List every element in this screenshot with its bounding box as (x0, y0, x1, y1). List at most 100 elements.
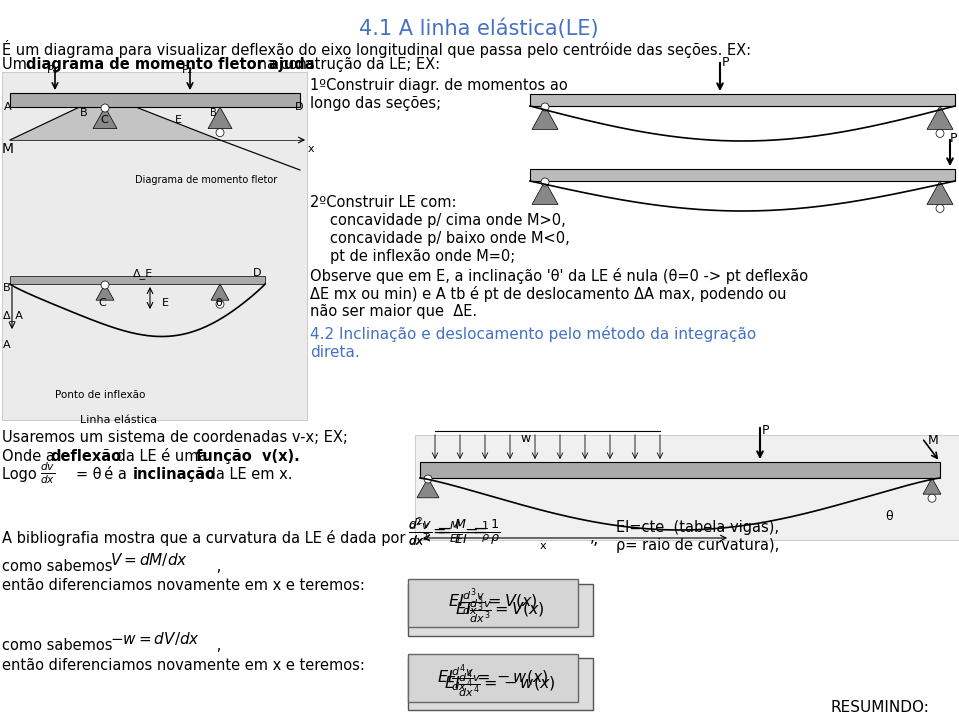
Text: $EI\frac{d^4v}{dx^4}=-w(x)$: $EI\frac{d^4v}{dx^4}=-w(x)$ (437, 662, 549, 694)
Text: longo das seções;: longo das seções; (310, 96, 441, 111)
Text: inclinação: inclinação (133, 467, 216, 482)
Text: D: D (295, 102, 303, 112)
Text: B: B (80, 108, 87, 118)
Text: $\frac{d^2v}{dx^2}=\frac{M}{EI}=\frac{1}{\rho}$: $\frac{d^2v}{dx^2}=\frac{M}{EI}=\frac{1}… (408, 516, 491, 548)
Text: w: w (520, 432, 530, 445)
Polygon shape (927, 106, 953, 130)
Text: ,: , (590, 530, 595, 545)
Text: = θ: = θ (76, 467, 102, 482)
Bar (10, 93, 300, 107)
Bar (530, 94, 955, 106)
Text: da LE em x.: da LE em x. (202, 467, 292, 482)
Circle shape (101, 104, 109, 112)
Text: A bibliografia mostra que a curvatura da LE é dada por: A bibliografia mostra que a curvatura da… (2, 530, 406, 546)
Text: D: D (253, 268, 262, 278)
Text: não ser maior que  ΔE.: não ser maior que ΔE. (310, 304, 478, 319)
Text: É um diagrama para visualizar deflexão do eixo longitudinal que passa pelo centr: É um diagrama para visualizar deflexão d… (2, 40, 751, 58)
Text: Usaremos um sistema de coordenadas v-x; EX;: Usaremos um sistema de coordenadas v-x; … (2, 430, 348, 445)
Circle shape (541, 178, 549, 186)
Text: como sabemos: como sabemos (2, 559, 117, 574)
Text: C: C (98, 298, 105, 308)
Text: como sabemos: como sabemos (2, 638, 117, 653)
Circle shape (936, 204, 944, 213)
Text: direta.: direta. (310, 345, 360, 360)
Text: C: C (100, 115, 107, 125)
Text: E: E (175, 115, 182, 125)
Text: Logo: Logo (2, 467, 41, 482)
Bar (408, 654, 578, 702)
Text: ρ= raio de curvatura),: ρ= raio de curvatura), (616, 538, 780, 553)
Circle shape (216, 129, 224, 137)
Text: 4.2 Inclinação e deslocamento pelo método da integração: 4.2 Inclinação e deslocamento pelo métod… (310, 326, 757, 342)
Text: x: x (540, 541, 547, 551)
Text: $EI\frac{d^3v}{dx^3}=V(x)$: $EI\frac{d^3v}{dx^3}=V(x)$ (456, 594, 545, 626)
Circle shape (424, 475, 432, 483)
Text: $\frac{d^2v}{dx^2}=\frac{M}{EI}=\frac{1}{\rho}$: $\frac{d^2v}{dx^2}=\frac{M}{EI}=\frac{1}… (408, 516, 501, 549)
Text: concavidade p/ cima onde M>0,: concavidade p/ cima onde M>0, (330, 213, 566, 228)
Text: pt de inflexão onde M=0;: pt de inflexão onde M=0; (330, 249, 515, 264)
Text: 4.1 A linha elástica(LE): 4.1 A linha elástica(LE) (360, 18, 598, 39)
Text: é a: é a (95, 467, 131, 482)
Text: concavidade p/ baixo onde M<0,: concavidade p/ baixo onde M<0, (330, 231, 570, 246)
Bar (2, 72, 307, 420)
Polygon shape (923, 478, 941, 494)
Text: P: P (950, 132, 957, 145)
Text: Onde a: Onde a (2, 449, 59, 464)
Text: então diferenciamos novamente em x e teremos:: então diferenciamos novamente em x e ter… (2, 658, 364, 673)
Text: Um: Um (2, 57, 32, 72)
Bar (420, 462, 940, 478)
Text: então diferenciamos novamente em x e teremos:: então diferenciamos novamente em x e ter… (2, 578, 364, 593)
Circle shape (928, 494, 936, 502)
Text: ,: , (212, 559, 222, 574)
Text: M: M (2, 142, 14, 156)
Text: Δ_A: Δ_A (3, 310, 24, 321)
Text: Δ_E: Δ_E (133, 268, 153, 279)
Text: 2ºConstruir LE com:: 2ºConstruir LE com: (310, 195, 456, 210)
Text: ,: , (212, 638, 222, 653)
Bar (408, 584, 593, 636)
Polygon shape (10, 95, 220, 140)
Text: Observe que em E, a inclinação 'θ' da LE é nula (θ=0 -> pt deflexão: Observe que em E, a inclinação 'θ' da LE… (310, 268, 808, 284)
Polygon shape (927, 181, 953, 204)
Text: θ: θ (215, 298, 222, 308)
Text: A: A (4, 102, 12, 112)
Circle shape (101, 281, 109, 289)
Text: na construção da LE; EX:: na construção da LE; EX: (253, 57, 440, 72)
Text: da LE é uma: da LE é uma (112, 449, 212, 464)
Polygon shape (220, 140, 300, 170)
Bar (530, 169, 955, 181)
Text: E: E (162, 298, 169, 308)
Text: $-w=dV/dx$: $-w=dV/dx$ (110, 630, 200, 647)
Text: ,: , (593, 530, 598, 548)
Text: P: P (762, 424, 769, 437)
Text: θ: θ (885, 510, 893, 523)
Text: função  v(x).: função v(x). (196, 449, 300, 464)
Bar (408, 579, 578, 627)
Bar (408, 658, 593, 710)
Polygon shape (532, 106, 558, 130)
Text: deflexão: deflexão (50, 449, 121, 464)
Text: $\frac{dv}{dx}$: $\frac{dv}{dx}$ (40, 460, 56, 485)
Circle shape (936, 130, 944, 137)
Polygon shape (532, 181, 558, 204)
Text: B: B (210, 108, 217, 118)
Text: $EI\frac{d^4v}{dx^4}=-w(x)$: $EI\frac{d^4v}{dx^4}=-w(x)$ (444, 668, 556, 700)
Text: P₂: P₂ (182, 65, 194, 75)
Text: M: M (928, 434, 939, 447)
Text: EI=cte  (tabela vigas),: EI=cte (tabela vigas), (616, 520, 779, 535)
Polygon shape (211, 284, 229, 300)
Bar (415, 435, 959, 540)
Text: ΔE mx ou min) e A tb é pt de deslocamento ΔA max, podendo ou: ΔE mx ou min) e A tb é pt de deslocament… (310, 286, 786, 302)
Text: B: B (3, 283, 11, 293)
Text: P: P (722, 56, 730, 69)
Text: $EI\frac{d^3v}{dx^3}=V(x)$: $EI\frac{d^3v}{dx^3}=V(x)$ (448, 586, 538, 618)
Text: 1ºConstruir diagr. de momentos ao: 1ºConstruir diagr. de momentos ao (310, 78, 568, 93)
Text: $V=dM/dx$: $V=dM/dx$ (110, 551, 188, 568)
Text: diagrama de momento fletor ajuda: diagrama de momento fletor ajuda (26, 57, 315, 72)
Text: x: x (308, 144, 315, 154)
Text: Ponto de inflexão: Ponto de inflexão (55, 390, 146, 400)
Polygon shape (93, 107, 117, 129)
Bar (10, 276, 265, 284)
Text: Linha elástica: Linha elástica (80, 415, 157, 425)
Text: RESUMINDO:: RESUMINDO: (830, 700, 929, 715)
